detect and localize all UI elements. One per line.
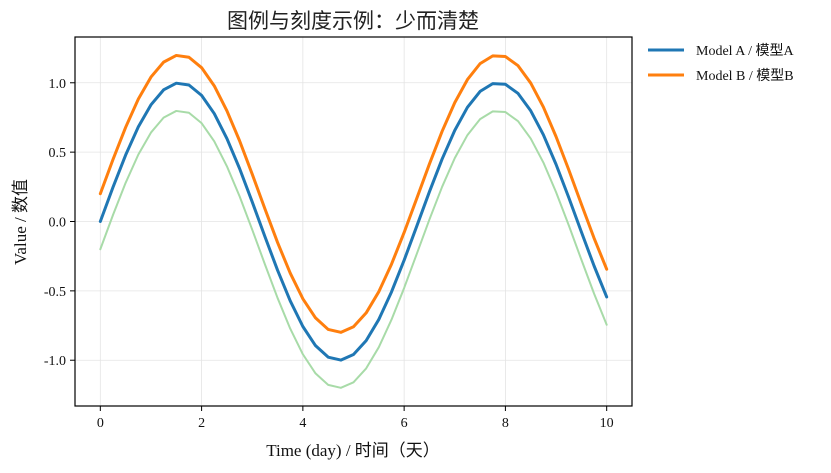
legend: Model A / 模型A Model B / 模型B bbox=[648, 43, 795, 84]
series-line-model-b bbox=[98, 53, 609, 334]
grid-lines bbox=[75, 37, 632, 406]
x-tick-label: 0 bbox=[97, 416, 104, 431]
y-axis-ticks: -1.0 -0.5 0.0 0.5 1.0 bbox=[44, 77, 75, 369]
y-tick-label: -0.5 bbox=[44, 285, 66, 300]
y-axis-label: Value / 数值 bbox=[11, 179, 30, 265]
chart-title: 图例与刻度示例：少而清楚 bbox=[227, 9, 479, 33]
x-tick-label: 10 bbox=[600, 416, 614, 431]
x-tick-label: 4 bbox=[299, 416, 306, 431]
x-axis-label: Time (day) / 时间（天） bbox=[266, 441, 440, 460]
series-line-reference bbox=[99, 109, 608, 389]
x-axis-ticks: 0 2 4 6 8 10 bbox=[97, 406, 614, 431]
y-tick-label: -1.0 bbox=[44, 354, 66, 369]
series-line-model-a bbox=[98, 81, 609, 362]
x-tick-label: 8 bbox=[502, 416, 509, 431]
x-tick-label: 2 bbox=[198, 416, 205, 431]
legend-label: Model B / 模型B bbox=[696, 68, 794, 84]
y-tick-label: 0.5 bbox=[49, 146, 67, 161]
series-layer bbox=[98, 53, 609, 389]
y-tick-label: 1.0 bbox=[49, 77, 67, 92]
legend-label: Model A / 模型A bbox=[696, 43, 795, 59]
x-tick-label: 6 bbox=[401, 416, 408, 431]
y-tick-label: 0.0 bbox=[49, 216, 67, 231]
